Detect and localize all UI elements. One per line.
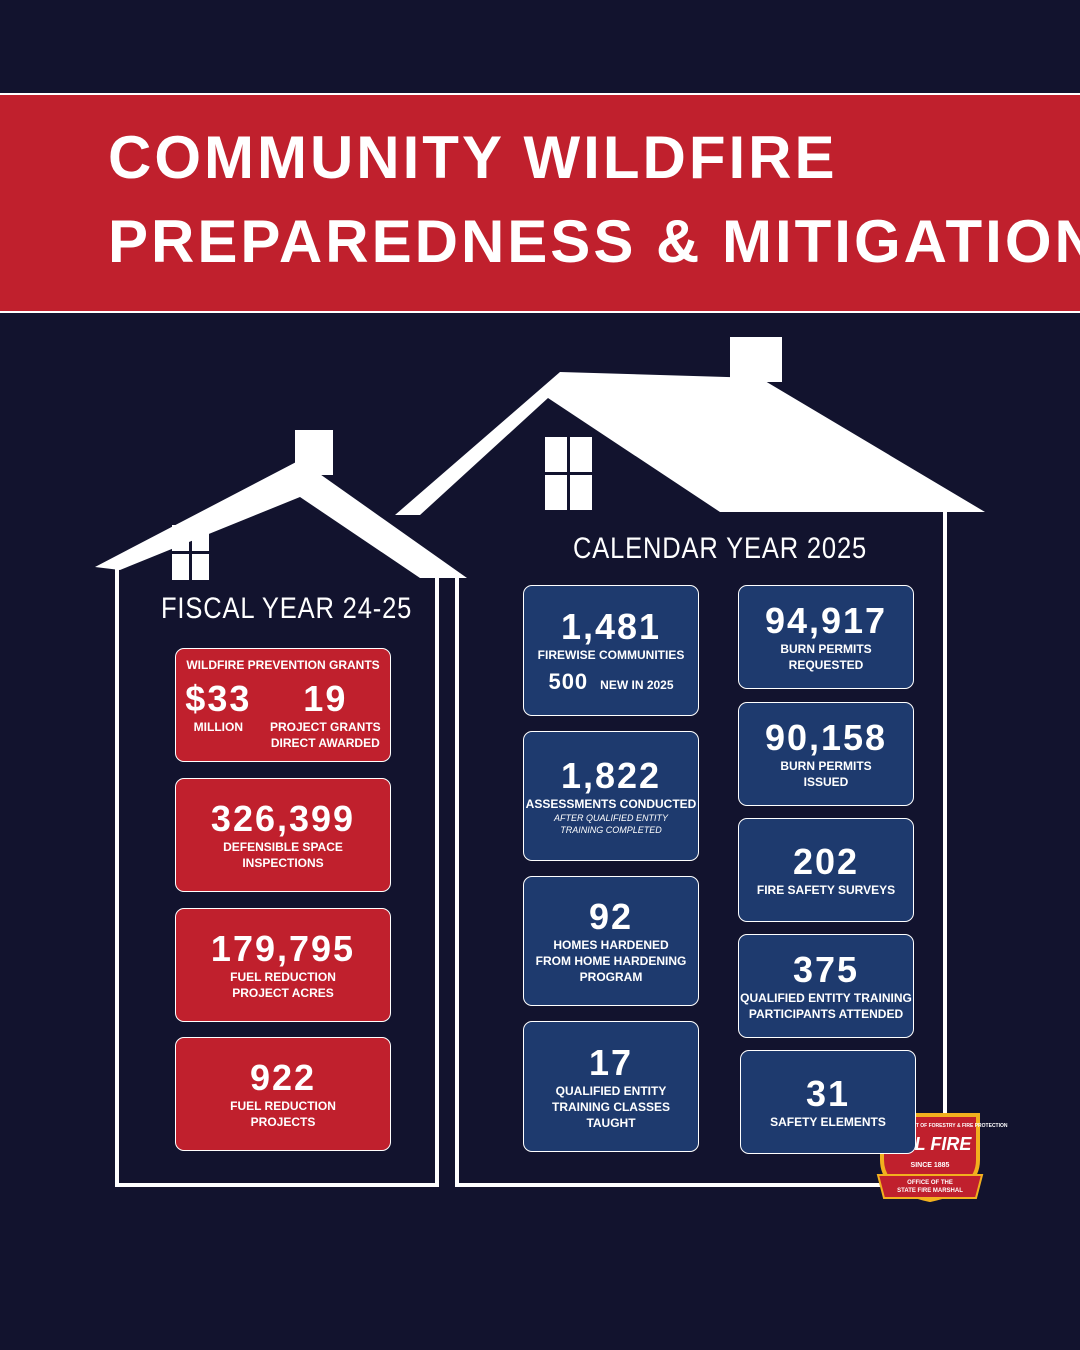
stat-value: 922 (249, 1057, 317, 1098)
stat-card: 31 SAFETY ELEMENTS (740, 1050, 916, 1154)
title-line: PREPAREDNESS & MITIGATION (108, 208, 1080, 275)
stat-value: 375 (792, 949, 860, 990)
stat-card: 92 HOMES HARDENED FROM HOME HARDENING PROGR… (523, 876, 699, 1006)
stat-card: 1,481 FIREWISE COMMUNITIES 500 NEW IN 2025 (523, 585, 699, 716)
section-heading: FISCAL YEAR 24-25 (161, 592, 413, 625)
extra-value: 500 (548, 668, 589, 694)
stat-value: 90,158 (764, 717, 888, 758)
stat-note: TRAINING COMPLETED (560, 825, 662, 835)
grant-item: $33 MILLION (185, 679, 251, 751)
stat-label: TAUGHT (586, 1115, 636, 1130)
wall (115, 568, 439, 1187)
stat-card: WILDFIRE PREVENTION GRANTS $33 MILLION 19 PR… (175, 648, 391, 762)
stat-label: DIRECT AWARDED (270, 736, 380, 750)
grant-row: $33 MILLION 19 PROJECT GRANTS DIRECT AWARDED (176, 679, 390, 751)
stat-label: SAFETY ELEMENTS (770, 1115, 886, 1129)
stat-label: ISSUED (803, 775, 849, 789)
stat-value: 92 (588, 896, 634, 937)
stat-card: 17 QUALIFIED ENTITY TRAINING CLASSES TAUGHT (523, 1021, 699, 1152)
title-banner: COMMUNITY WILDFIRE PREPAREDNESS & MITIGA… (0, 93, 1080, 313)
stat-label: MILLION (193, 720, 243, 734)
stat-label: QUALIFIED ENTITY TRAINING (740, 991, 912, 1005)
logo-text: CALIFORNIA DEPARTMENT OF FORESTRY & FIRE… (853, 1123, 1008, 1129)
section-heading: CALENDAR YEAR 2025 (572, 532, 868, 565)
stat-label: BURN PERMITS (780, 759, 872, 773)
stat-card: 1,822 ASSESSMENTS CONDUCTED AFTER QUALIFIE… (523, 731, 699, 861)
stat-label: PROJECTS (250, 1115, 316, 1129)
stat-label: PARTICIPANTS ATTENDED (748, 1007, 904, 1021)
stat-value: 1,822 (560, 755, 662, 796)
stat-card: 179,795 FUEL REDUCTION PROJECT ACRES (175, 908, 391, 1022)
stat-value: 31 (805, 1073, 851, 1114)
stat-value: 94,917 (764, 600, 888, 641)
title-line: COMMUNITY WILDFIRE (108, 124, 838, 191)
stat-label: PROJECT ACRES (232, 986, 334, 1000)
stat-value: 202 (792, 841, 860, 882)
stat-label: PROGRAM (579, 970, 643, 984)
stat-label: ASSESSMENTS CONDUCTED (525, 797, 697, 811)
stat-value: 19 (303, 678, 348, 719)
stat-value: 1,481 (560, 605, 662, 647)
stat-label: TRAINING CLASSES (551, 1099, 670, 1114)
logo-banner: OFFICE OF THE (907, 1180, 953, 1186)
stat-label: BURN PERMITS (780, 642, 872, 656)
stat-note: AFTER QUALIFIED ENTITY (553, 813, 668, 823)
stat-card: 90,158 BURN PERMITS ISSUED (738, 702, 914, 806)
stat-card: 922 FUEL REDUCTION PROJECTS (175, 1037, 391, 1151)
extra-row: 500 NEW IN 2025 (548, 669, 673, 695)
chimney (730, 337, 782, 382)
stat-value: 179,795 (210, 928, 356, 969)
stat-label: FUEL REDUCTION (230, 1099, 336, 1113)
wall (455, 512, 947, 1187)
stat-label: FROM HOME HARDENING (535, 954, 687, 968)
stat-value: 17 (588, 1041, 634, 1083)
stat-card: 202 FIRE SAFETY SURVEYS (738, 818, 914, 922)
stat-value: 326,399 (210, 798, 356, 839)
stat-label: QUALIFIED ENTITY (555, 1083, 667, 1098)
stat-label: FUEL REDUCTION (230, 970, 336, 984)
stat-label: FIREWISE COMMUNITIES (537, 647, 685, 662)
stat-label: PROJECT GRANTS (269, 720, 381, 734)
logo-banner: STATE FIRE MARSHAL (897, 1188, 963, 1194)
stat-label: FIRE SAFETY SURVEYS (756, 883, 896, 897)
stat-card: 94,917 BURN PERMITS REQUESTED (738, 585, 914, 689)
card-heading: WILDFIRE PREVENTION GRANTS (186, 658, 380, 672)
stat-label: INSPECTIONS (242, 856, 324, 870)
window (172, 525, 209, 580)
logo-since: SINCE 1885 (911, 1162, 950, 1169)
stat-value: $33 (185, 678, 252, 719)
stat-label: DEFENSIBLE SPACE (223, 840, 343, 854)
extra-label: NEW IN 2025 (600, 677, 674, 692)
window (545, 437, 592, 510)
stat-label: HOMES HARDENED (553, 938, 669, 952)
grant-item: 19 PROJECT GRANTS DIRECT AWARDED (270, 679, 381, 751)
stat-card: 375 QUALIFIED ENTITY TRAINING PARTICIPANTS… (738, 934, 914, 1038)
roof (395, 372, 985, 515)
roof (95, 460, 467, 578)
stat-label: REQUESTED (788, 658, 864, 672)
stat-card: 326,399 DEFENSIBLE SPACE INSPECTIONS (175, 778, 391, 892)
